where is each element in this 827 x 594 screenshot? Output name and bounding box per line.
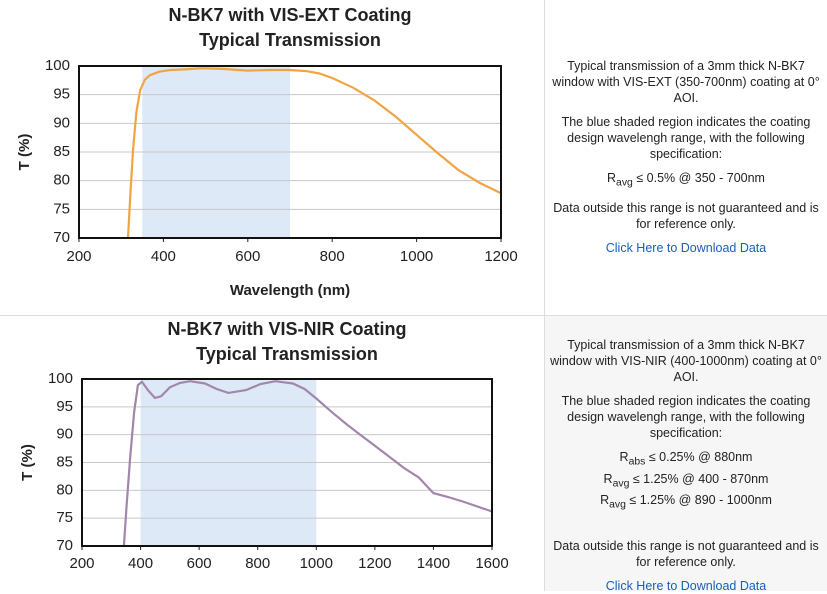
plot-frame [81,378,493,547]
x-axis-label: Wavelength (nm) [230,282,350,299]
row: N-BK7 with VIS-NIR Coating Typical Transm… [0,316,827,593]
y-axis-label: T (%) [19,444,36,481]
spec: Rabs ≤ 0.25% @ 880nm [549,449,823,471]
x-tick-label: 1200 [484,248,517,265]
spec-symbol: R [607,171,617,185]
shading-note: The blue shaded region indicates the coa… [561,394,811,440]
chart-title: N-BK7 with VIS-NIR Coating [168,319,407,339]
y-axis-label: T (%) [16,134,33,171]
spec-symbol: R [603,471,613,486]
spec-text: ≤ 0.25% @ 880nm [648,450,753,464]
x-tick-label: 200 [66,248,91,265]
download-link[interactable]: Click Here to Download Data [605,578,767,593]
x-tick-label: 200 [69,555,94,572]
spec-text: ≤ 0.5% @ 350 - 700nm [636,171,765,185]
x-tick-label: 800 [320,248,345,265]
spec: Ravg ≤ 1.25% @ 400 - 870nm [549,471,823,493]
y-tick-label: 95 [56,398,73,415]
x-tick-label: 1200 [358,555,391,572]
y-tick-label: 100 [45,57,70,74]
spec-subscript: avg [609,499,626,511]
shading-note: The blue shaded region indicates the coa… [561,115,811,161]
y-tick-label: 85 [56,453,73,470]
y-tick-label: 100 [48,370,73,387]
line [122,380,493,547]
x-tick-label: 1000 [400,248,433,265]
x-axis-label: Wavelength (nm) [227,589,347,591]
disclaimer: Data outside this range is not guarantee… [553,200,819,231]
y-tick-label: 75 [56,509,73,526]
chart-title: N-BK7 with VIS-EXT Coating [169,5,412,25]
x-tick-label: 600 [187,555,212,572]
spec-subscript: avg [616,177,633,189]
description: Typical transmission of a 3mm thick N-BK… [552,59,820,105]
x-tick-label: 400 [128,555,153,572]
y-tick-label: 90 [56,426,73,443]
x-tick-label: 400 [151,248,176,265]
y-tick-label: 85 [53,143,70,160]
panel: Typical transmission of a 3mm thick N-BK… [544,0,827,315]
disclaimer: Data outside this range is not guarantee… [553,538,819,569]
x-tick-label: 800 [245,555,270,572]
specs: Rabs ≤ 0.25% @ 880nm Ravg ≤ 1.25% @ 400 -… [549,449,823,514]
spec-symbol: R [619,450,629,464]
spec-symbol: R [600,493,610,507]
description: Typical transmission of a 3mm thick N-BK… [550,338,822,384]
x-tick-label: 600 [235,248,260,265]
spec-text: ≤ 1.25% @ 890 - 1000nm [629,493,772,507]
specs: Ravg ≤ 0.5% @ 350 - 700nm [549,170,823,192]
chart-subtitle: Typical Transmission [196,344,378,364]
chart: N-BK7 with VIS-EXT Coating Typical Transm… [16,5,518,299]
plot-frame [78,65,502,239]
row: N-BK7 with VIS-EXT Coating Typical Transm… [0,0,827,316]
y-tick-label: 70 [53,229,70,246]
spec-subscript: abs [628,456,646,468]
spec: Ravg ≤ 0.5% @ 350 - 700nm [549,170,823,192]
spec: Ravg ≤ 1.25% @ 890 - 1000nm [549,492,823,514]
download-link[interactable]: Click Here to Download Data [605,240,767,255]
y-tick-label: 75 [53,200,70,217]
chart-subtitle: Typical Transmission [199,30,381,50]
x-tick-label: 1400 [417,555,450,572]
spec-subscript: avg [612,478,630,489]
x-tick-label: 1600 [475,555,508,572]
panel: Typical transmission of a 3mm thick N-BK… [544,316,827,593]
chart: N-BK7 with VIS-NIR Coating Typical Transm… [19,319,509,591]
y-tick-label: 80 [53,172,70,189]
x-tick-label: 1000 [300,555,333,572]
y-tick-label: 70 [56,537,73,554]
y-tick-label: 80 [56,481,73,498]
line [126,67,502,239]
y-tick-label: 95 [53,86,70,103]
y-tick-label: 90 [53,114,70,131]
spec-text: ≤ 1.25% @ 400 - 870nm [632,471,769,486]
